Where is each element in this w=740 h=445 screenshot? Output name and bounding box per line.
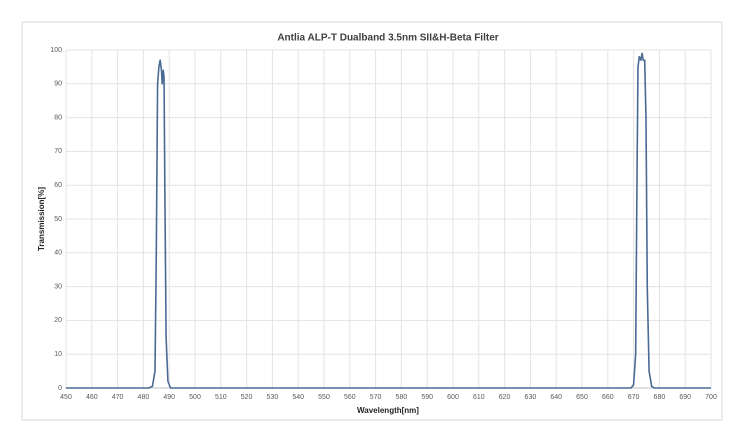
x-tick-label: 610 (473, 394, 485, 401)
x-tick-label: 530 (267, 394, 279, 401)
x-tick-label: 550 (318, 394, 330, 401)
x-tick-label: 660 (602, 394, 614, 401)
y-tick-label: 30 (54, 283, 62, 290)
x-tick-label: 630 (525, 394, 537, 401)
x-tick-label: 560 (344, 394, 356, 401)
chart-title: Antlia ALP-T Dualband 3.5nm SII&H-Beta F… (277, 33, 498, 44)
y-tick-label: 50 (54, 216, 62, 223)
y-tick-label: 20 (54, 317, 62, 324)
x-tick-label: 520 (241, 394, 253, 401)
x-tick-label: 690 (679, 394, 691, 401)
x-tick-label: 640 (550, 394, 562, 401)
x-tick-label: 510 (215, 394, 227, 401)
y-axis-label: Transmission[%] (37, 187, 46, 251)
x-tick-label: 450 (60, 394, 72, 401)
data-line (66, 52, 711, 389)
y-tick-label: 10 (54, 351, 62, 358)
y-tick-label: 0 (58, 385, 62, 392)
x-tick-label: 470 (112, 394, 124, 401)
x-axis-label: Wavelength[nm] (357, 406, 419, 415)
y-tick-label: 40 (54, 250, 62, 257)
y-tick-label: 60 (54, 182, 62, 189)
x-tick-label: 490 (163, 394, 175, 401)
x-tick-label: 570 (370, 394, 382, 401)
x-tick-label: 670 (628, 394, 640, 401)
y-tick-label: 70 (54, 148, 62, 155)
y-tick-label: 80 (54, 114, 62, 121)
x-tick-label: 620 (499, 394, 511, 401)
x-tick-label: 650 (576, 394, 588, 401)
x-tick-label: 600 (447, 394, 459, 401)
x-tick-label: 580 (396, 394, 408, 401)
y-tick-label: 100 (50, 47, 62, 54)
chart-frame (21, 21, 723, 421)
x-tick-label: 460 (86, 394, 98, 401)
x-tick-label: 680 (654, 394, 666, 401)
x-tick-label: 700 (705, 394, 717, 401)
x-tick-label: 480 (138, 394, 150, 401)
x-tick-label: 540 (292, 394, 304, 401)
y-tick-label: 90 (54, 81, 62, 88)
x-tick-label: 590 (421, 394, 433, 401)
x-tick-label: 500 (189, 394, 201, 401)
